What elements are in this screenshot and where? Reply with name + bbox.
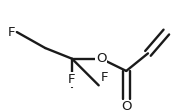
Text: F: F — [68, 73, 76, 86]
Text: F: F — [100, 71, 108, 84]
Text: O: O — [121, 100, 132, 111]
Text: O: O — [96, 52, 106, 65]
Text: F: F — [7, 26, 15, 39]
